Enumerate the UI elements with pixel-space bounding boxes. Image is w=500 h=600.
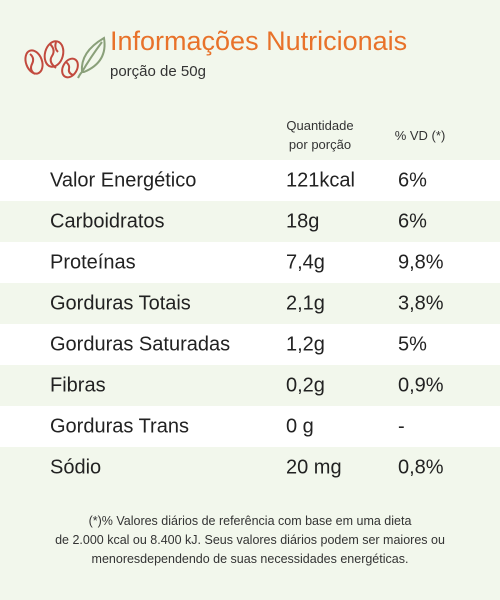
nutrient-daily-value: 9,8% [398,251,444,273]
table-row: Gorduras Saturadas 1,2g 5% [0,324,500,365]
footnote: (*)% Valores diários de referência com b… [20,512,480,569]
nutrient-name: Gorduras Trans [50,415,189,437]
nutrition-table: Valor Energético 121kcal 6% Carboidratos… [0,160,500,488]
quantity-column-header: Quantidade por porção [272,116,368,154]
table-row: Gorduras Trans 0 g - [0,406,500,447]
footnote-line: de 2.000 kcal ou 8.400 kJ. Seus valores … [55,533,445,547]
table-row: Sódio 20 mg 0,8% [0,447,500,488]
footnote-line: menoresdependendo de suas necessidades e… [91,552,409,566]
table-row: Proteínas 7,4g 9,8% [0,242,500,283]
nutrient-name: Valor Energético [50,169,197,191]
quantity-header-line2: por porção [288,137,352,152]
table-row: Valor Energético 121kcal 6% [0,160,500,201]
nutrient-quantity: 121kcal [286,169,355,191]
table-row: Fibras 0,2g 0,9% [0,365,500,406]
nutrient-daily-value: 0,9% [398,374,444,396]
nutrient-daily-value: 6% [398,169,427,191]
nutrient-quantity: 20 mg [286,456,342,478]
nutrient-quantity: 0 g [286,415,314,437]
nutrient-quantity: 2,1g [286,292,325,314]
nutrient-quantity: 7,4g [286,251,325,273]
header: Informações Nutricionais porção de 50g [0,0,500,100]
nutrient-daily-value: 6% [398,210,427,232]
nutrient-quantity: 1,2g [286,333,325,355]
nutrient-name: Fibras [50,374,106,396]
page-title: Informações Nutricionais [110,26,408,56]
nuts-and-leaf-icon [24,36,106,79]
nutrient-name: Proteínas [50,251,136,273]
quantity-header-line1: Quantidade [286,118,354,133]
nutrient-name: Carboidratos [50,210,165,232]
nutrient-daily-value: 0,8% [398,456,444,478]
table-row: Carboidratos 18g 6% [0,201,500,242]
nutrient-name: Gorduras Saturadas [50,333,231,355]
nutrient-daily-value: 3,8% [398,292,444,314]
table-row: Gorduras Totais 2,1g 3,8% [0,283,500,324]
serving-size: porção de 50g [110,63,206,80]
nutrient-quantity: 18g [286,210,320,232]
daily-value-column-header: % VD (*) [394,128,446,143]
nutrient-daily-value: - [398,415,405,437]
nutrient-name: Sódio [50,456,102,478]
nutrient-daily-value: 5% [398,333,427,355]
nutrient-name: Gorduras Totais [50,292,191,314]
nutrient-quantity: 0,2g [286,374,325,396]
footnote-line: (*)% Valores diários de referência com b… [88,514,412,528]
